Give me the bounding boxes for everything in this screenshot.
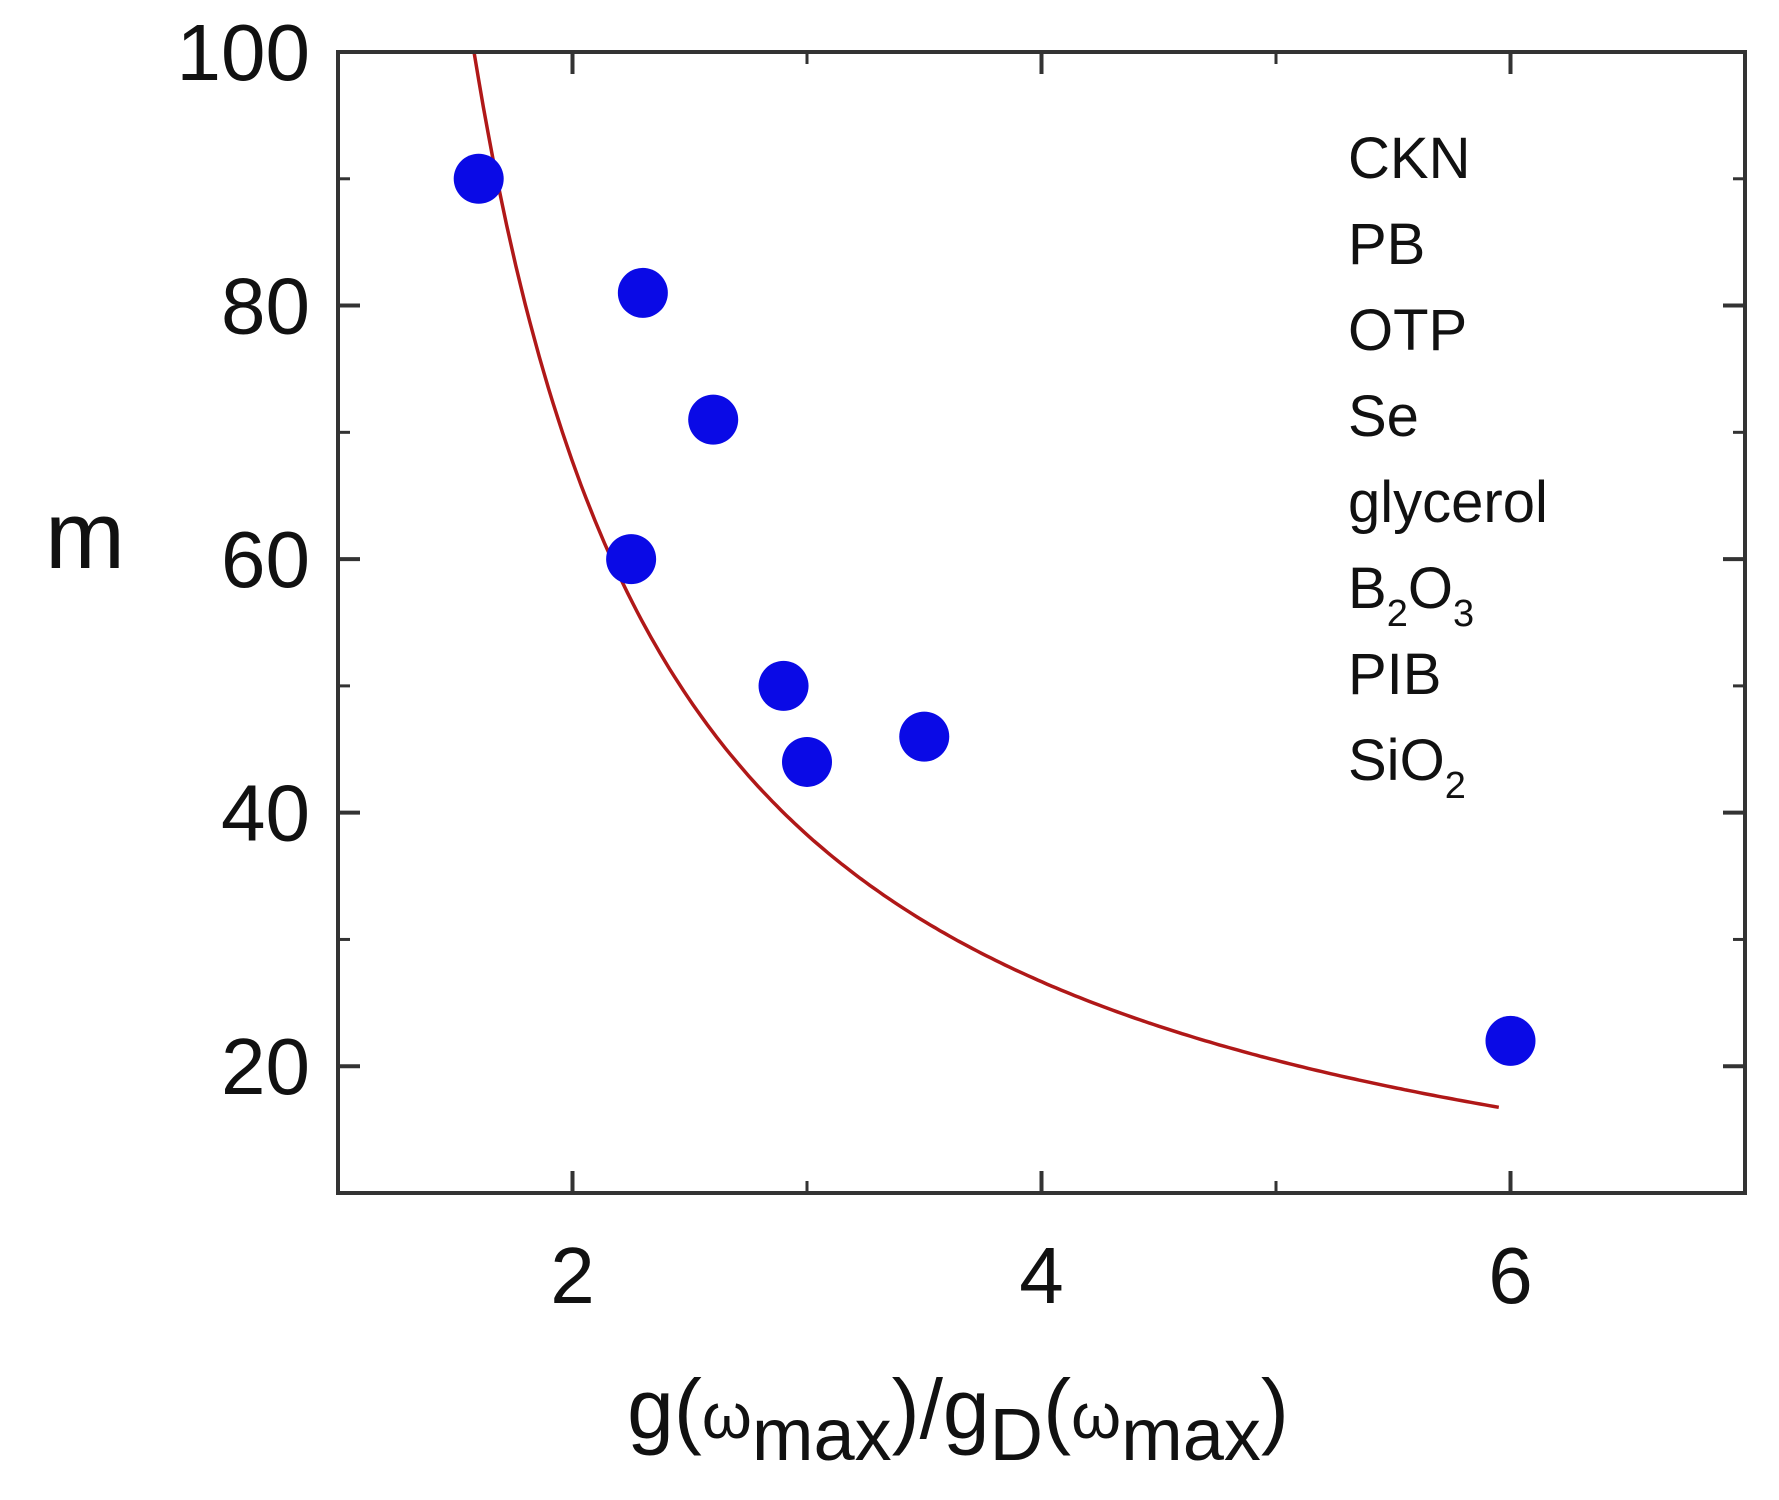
data-point — [617, 267, 668, 318]
legend-entry: glycerol — [1348, 470, 1548, 535]
x-title-part: ( — [1043, 1362, 1071, 1456]
y-axis-title: m — [45, 482, 125, 589]
data-point — [782, 736, 832, 787]
x-tick-label: 6 — [1488, 1231, 1533, 1320]
data-point — [899, 711, 950, 762]
legend-entry: Se — [1348, 384, 1419, 449]
x-title-part: )/g — [892, 1362, 990, 1456]
x-tick-label: 2 — [550, 1231, 595, 1320]
axes-group — [336, 50, 1747, 1195]
x-title-part: ω — [1071, 1380, 1121, 1452]
tick-labels-group: 20 40 60 80 100 2 4 6 — [177, 8, 1533, 1320]
data-point — [688, 394, 739, 445]
legend-text-part: O — [1408, 556, 1453, 621]
x-axis-title: g(ωmax)/gD(ωmax) — [627, 1362, 1289, 1476]
legend-subscript: 2 — [1387, 593, 1408, 635]
legend-subscript: 2 — [1445, 765, 1466, 807]
axis-titles-group: mg(ωmax)/gD(ωmax) — [45, 482, 1289, 1476]
x-title-subscript: max — [752, 1393, 892, 1476]
y-tick-label: 40 — [221, 769, 310, 858]
legend-entry: B2O3 — [1348, 556, 1474, 635]
x-title-part: ω — [702, 1380, 752, 1452]
legend-entry: OTP — [1348, 298, 1467, 363]
legend-text-part: B — [1348, 556, 1387, 621]
y-tick-label: 60 — [221, 515, 310, 604]
data-points-group — [453, 153, 1536, 1066]
data-point — [758, 660, 809, 711]
legend-entry: PB — [1348, 212, 1425, 277]
y-tick-label: 20 — [221, 1022, 310, 1111]
legend-entry: SiO2 — [1348, 728, 1466, 807]
legend-entry: CKN — [1348, 126, 1470, 191]
data-point — [1485, 1015, 1536, 1066]
x-title-part: g( — [627, 1362, 702, 1456]
fit-curve-group — [472, 51, 1500, 1110]
data-point — [453, 153, 504, 204]
x-title-subscript: D — [990, 1393, 1043, 1476]
x-title-part: ) — [1261, 1362, 1289, 1456]
y-tick-label: 80 — [221, 262, 310, 351]
fit-curve-line — [472, 51, 1500, 1110]
legend-subscript: 3 — [1453, 593, 1474, 635]
x-tick-label: 4 — [1019, 1231, 1064, 1320]
data-point — [606, 534, 657, 585]
y-tick-label: 100 — [177, 8, 310, 97]
legend-entry: PIB — [1348, 642, 1442, 707]
x-title-subscript: max — [1121, 1393, 1261, 1476]
legend-text-part: SiO — [1348, 728, 1445, 793]
